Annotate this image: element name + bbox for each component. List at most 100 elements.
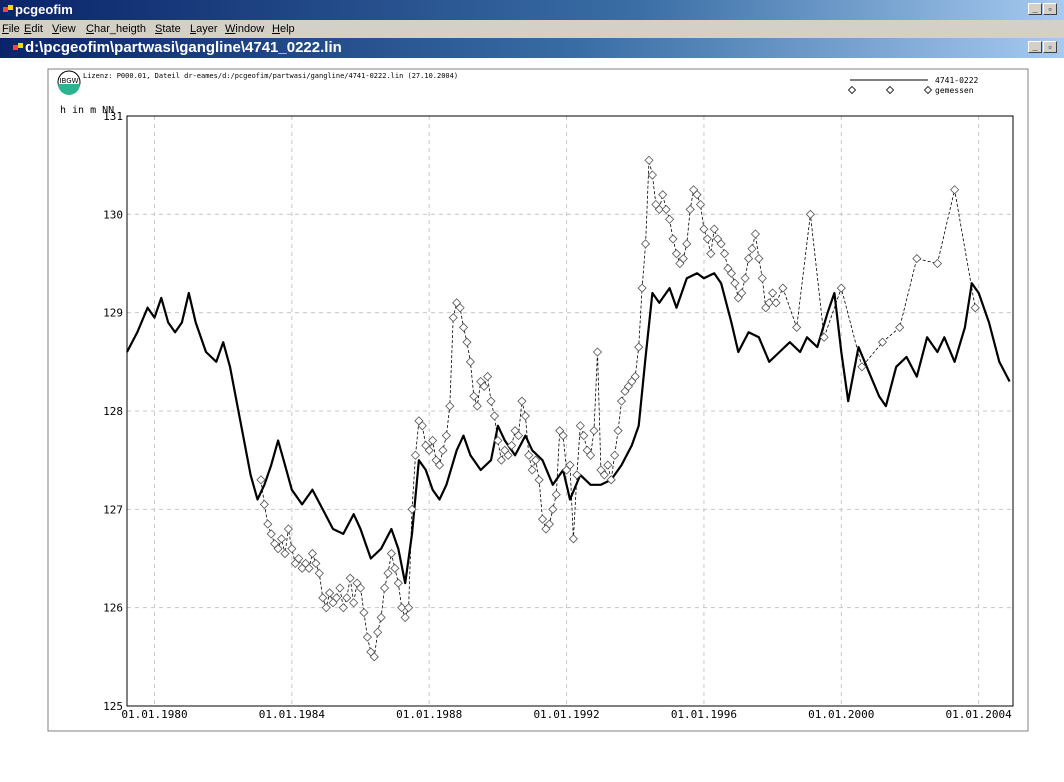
data-point-gemessen: [678, 254, 688, 264]
legend-diamond-icon: [885, 85, 895, 95]
data-point-gemessen: [342, 593, 352, 603]
document-title: d:\pcgeofim\partwasi\gangline\4741_0222.…: [25, 39, 342, 56]
y-tick-label: 130: [103, 208, 123, 221]
data-point-gemessen: [778, 283, 788, 293]
data-point-gemessen: [768, 288, 778, 298]
data-point-gemessen: [428, 435, 438, 446]
data-point-gemessen: [719, 249, 730, 259]
data-point-gemessen: [537, 514, 548, 524]
data-point-gemessen: [294, 553, 304, 564]
data-point-gemessen: [424, 445, 434, 455]
y-axis-label: h in m NN: [60, 105, 114, 116]
data-point-gemessen: [747, 244, 757, 254]
data-point-gemessen: [682, 239, 692, 249]
data-point-gemessen: [792, 322, 802, 332]
data-point-gemessen: [575, 421, 585, 431]
data-point-gemessen: [637, 283, 647, 293]
hydrograph-chart: IBGW Lizenz: P000.01, Dateil dr-eames/d:…: [0, 58, 1064, 782]
menubar: File Edit View Char_heigth State Layer W…: [0, 20, 1064, 38]
data-point-gemessen: [544, 519, 554, 529]
data-point-gemessen: [740, 273, 750, 283]
data-point-gemessen: [805, 209, 815, 219]
data-point-gemessen: [349, 598, 359, 608]
data-point-gemessen: [455, 303, 465, 313]
data-point-gemessen: [359, 608, 369, 618]
data-point-gemessen: [558, 431, 568, 441]
data-point-gemessen: [386, 549, 396, 559]
data-point-gemessen: [410, 450, 421, 460]
data-point-gemessen: [390, 563, 400, 573]
data-point-gemessen: [266, 529, 276, 539]
menu-view[interactable]: View: [52, 23, 76, 35]
data-point-gemessen: [589, 426, 599, 436]
data-point-gemessen: [613, 426, 623, 436]
data-point-gemessen: [836, 283, 846, 293]
x-tick-label: 01.01.1988: [396, 708, 462, 721]
data-point-gemessen: [665, 214, 675, 224]
data-point-gemessen: [706, 249, 716, 259]
x-tick-label: 01.01.1992: [533, 708, 599, 721]
legend: 4741-0222 gemessen: [847, 76, 979, 95]
app-title: pcgeofim: [15, 2, 73, 17]
data-point-gemessen: [369, 652, 379, 662]
data-point-gemessen: [668, 234, 678, 244]
data-point-gemessen: [280, 549, 290, 559]
data-point-gemessen: [517, 396, 527, 406]
data-point-gemessen: [434, 460, 445, 470]
svg-text:IBGW: IBGW: [59, 77, 78, 85]
x-tick-label: 01.01.2000: [808, 708, 874, 721]
menu-file[interactable]: File: [2, 23, 20, 35]
data-point-gemessen: [603, 460, 613, 470]
data-point-gemessen: [771, 298, 781, 308]
data-point-gemessen: [737, 288, 747, 298]
data-point-gemessen: [970, 303, 980, 313]
doc-minimize-button[interactable]: _: [1028, 41, 1042, 53]
data-point-gemessen: [695, 199, 706, 210]
data-point-gemessen: [400, 612, 410, 623]
data-point-gemessen: [932, 258, 943, 269]
menu-layer[interactable]: Layer: [190, 23, 218, 35]
menu-help[interactable]: Help: [272, 23, 295, 35]
data-point-gemessen: [355, 583, 366, 593]
data-point-gemessen: [658, 190, 668, 200]
x-tick-label: 01.01.2004: [946, 708, 1013, 721]
data-point-gemessen: [877, 337, 888, 347]
data-point-gemessen: [325, 588, 335, 598]
data-point-gemessen: [469, 391, 479, 401]
menu-edit[interactable]: Edit: [24, 23, 43, 35]
data-point-gemessen: [950, 185, 960, 195]
data-point-gemessen: [362, 632, 372, 642]
data-point-gemessen: [483, 372, 493, 382]
data-point-gemessen: [338, 603, 348, 613]
minimize-button[interactable]: _: [1028, 3, 1042, 15]
maximize-button[interactable]: ▫: [1043, 3, 1057, 15]
data-point-gemessen: [730, 278, 740, 288]
menu-state[interactable]: State: [155, 23, 181, 35]
data-point-gemessen: [256, 475, 266, 485]
data-point-gemessen: [634, 342, 644, 352]
plot-border: [126, 115, 1014, 707]
data-point-gemessen: [287, 544, 297, 554]
data-point-gemessen: [524, 450, 534, 460]
data-point-gemessen: [404, 603, 414, 613]
doc-maximize-button[interactable]: ▫: [1043, 41, 1057, 53]
data-point-gemessen: [335, 583, 345, 593]
chart-header-text: Lizenz: P000.01, Dateil dr-eames/d:/pcge…: [83, 72, 458, 80]
data-point-gemessen: [441, 431, 451, 441]
data-point-gemessen: [479, 381, 489, 391]
data-point-gemessen: [630, 372, 640, 382]
data-point-gemessen: [565, 460, 575, 470]
data-point-gemessen: [503, 450, 513, 460]
data-point-gemessen: [486, 396, 496, 406]
document-titlebar: d:\pcgeofim\partwasi\gangline\4741_0222.…: [0, 38, 1064, 58]
data-point-gemessen: [764, 298, 774, 308]
data-point-gemessen: [273, 544, 283, 554]
menu-char-heigth[interactable]: Char_heigth: [86, 23, 146, 35]
data-point-gemessen: [304, 563, 314, 573]
data-point-gemessen: [548, 504, 558, 514]
data-point-gemessen: [311, 558, 321, 568]
menu-window[interactable]: Window: [225, 23, 265, 35]
data-point-gemessen: [702, 234, 712, 244]
document-icon: [13, 43, 23, 50]
data-point-gemessen: [616, 396, 627, 406]
